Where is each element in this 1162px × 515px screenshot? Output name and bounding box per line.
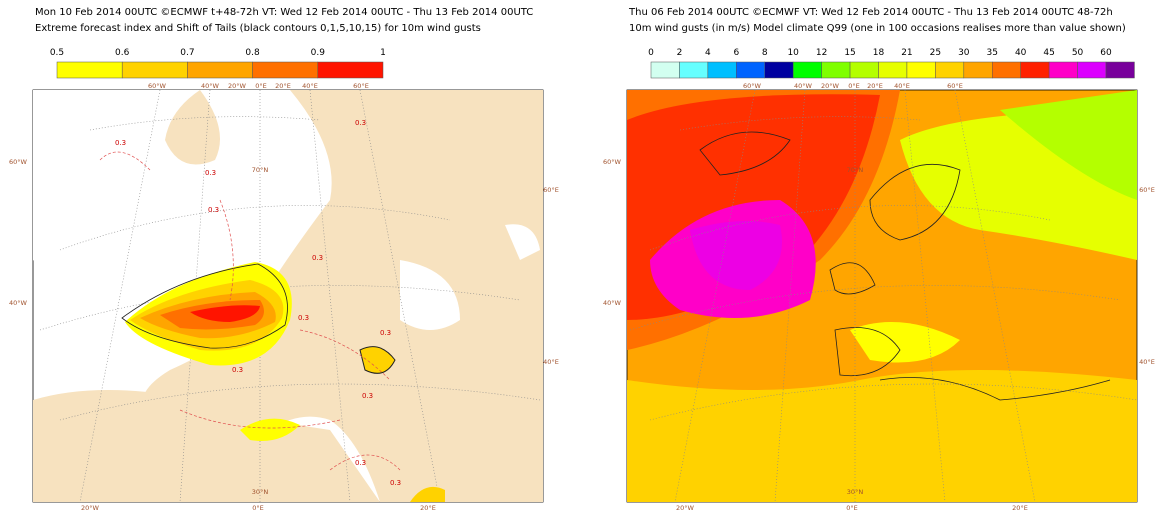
colorbar-label: 1: [380, 48, 386, 58]
colorbar-label: 6: [733, 48, 739, 58]
graticule-label: 20°W: [228, 82, 247, 90]
colorbar-label: 10: [787, 48, 799, 58]
contour-label: 0.3: [115, 139, 126, 147]
colorbar-label: 15: [844, 48, 855, 58]
colorbar: 0.5 0.6 0.7 0.8 0.9 1: [50, 48, 386, 79]
graticule-label: 20°W: [676, 504, 695, 512]
contour-label: 0.3: [355, 459, 366, 467]
colorbar-box: [707, 61, 737, 79]
colorbar-label: 21: [901, 48, 912, 58]
graticule-label: 0°E: [848, 82, 860, 90]
colorbar-box: [992, 61, 1021, 79]
title: Thu 06 Feb 2014 00UTC ©ECMWF VT: Wed 12 …: [628, 7, 1113, 18]
colorbar-box: [906, 61, 936, 79]
colorbar-box: [878, 61, 908, 79]
colorbar-box: [317, 61, 384, 79]
colorbar-box: [56, 61, 123, 79]
graticule-label: 40°E: [1139, 358, 1155, 366]
graticule-label: 40°W: [9, 299, 28, 307]
contour-label: 0.3: [380, 329, 391, 337]
graticule-label: 60°W: [603, 158, 622, 166]
colorbar-label: 25: [930, 48, 941, 58]
graticule-label: 70°N: [847, 166, 864, 174]
graticule-label: 40°E: [302, 82, 318, 90]
graticule-label: 40°W: [794, 82, 813, 90]
colorbar-box: [187, 61, 253, 79]
contour-label: 0.3: [298, 314, 309, 322]
graticule-label: 60°E: [353, 82, 369, 90]
colorbar-label: 50: [1072, 48, 1084, 58]
colorbar-box: [650, 61, 680, 79]
map: 60°W 40°W 20°W 0°E 20°E 40°E 60°E 60°W 4…: [603, 82, 1155, 512]
graticule-label: 40°W: [201, 82, 220, 90]
graticule-label: 0°E: [255, 82, 267, 90]
graticule-label: 0°E: [252, 504, 264, 512]
colorbar-box: [1077, 61, 1107, 79]
colorbar-label: 35: [987, 48, 998, 58]
colorbar-box: [935, 61, 965, 79]
contour-label: 0.3: [362, 392, 373, 400]
colorbar-label: 0.8: [245, 48, 260, 58]
colorbar-label: 12: [816, 48, 827, 58]
graticule-label: 20°W: [821, 82, 840, 90]
graticule-label: 20°E: [275, 82, 291, 90]
colorbar-label: 0.5: [50, 48, 64, 58]
subtitle: 10m wind gusts (in m/s) Model climate Q9…: [629, 23, 1126, 34]
graticule-label: 60°W: [9, 158, 28, 166]
graticule-label: 40°E: [894, 82, 910, 90]
colorbar-box: [736, 61, 765, 79]
colorbar-label: 60: [1100, 48, 1112, 58]
colorbar-box: [252, 61, 319, 79]
colorbar-box: [121, 61, 188, 79]
graticule-label: 60°E: [543, 186, 559, 194]
colorbar-label: 0: [648, 48, 654, 58]
graticule-label: 60°W: [148, 82, 167, 90]
contour-label: 0.3: [232, 366, 243, 374]
graticule-label: 40°E: [543, 358, 559, 366]
graticule-label: 60°W: [743, 82, 762, 90]
subtitle: Extreme forecast index and Shift of Tail…: [35, 23, 481, 34]
graticule-label: 60°E: [1139, 186, 1155, 194]
colorbar-box: [764, 61, 794, 79]
colorbar-box: [963, 61, 993, 79]
contour-label: 0.3: [312, 254, 323, 262]
contour-label: 0.3: [390, 479, 401, 487]
colorbar-label: 0.9: [311, 48, 326, 58]
colorbar-label: 30: [958, 48, 970, 58]
colorbar-label: 2: [677, 48, 683, 58]
colorbar-label: 45: [1043, 48, 1054, 58]
graticule-label: 20°E: [420, 504, 436, 512]
colorbar-label: 0.7: [180, 48, 194, 58]
colorbar-label: 8: [762, 48, 768, 58]
graticule-label: 70°N: [252, 166, 269, 174]
colorbar-label: 0.6: [115, 48, 130, 58]
graticule-label: 20°E: [867, 82, 883, 90]
colorbar-box: [1105, 61, 1135, 79]
title: Mon 10 Feb 2014 00UTC ©ECMWF t+48-72h VT…: [35, 7, 533, 18]
graticule-label: 0°E: [846, 504, 858, 512]
colorbar-box: [1020, 61, 1050, 79]
colorbar-label: 4: [705, 48, 711, 58]
colorbar-label: 40: [1015, 48, 1027, 58]
colorbar-box: [1048, 61, 1078, 79]
graticule-label: 20°E: [1012, 504, 1028, 512]
map: 60°W 40°W 20°W 0°E 20°E 40°E 60°E 60°W 4…: [9, 82, 559, 512]
colorbar-label: 18: [873, 48, 885, 58]
colorbar-box: [792, 61, 822, 79]
colorbar: 0 2 4 6 8 10 12 15 18 21 25 30 35 40 45 50 60: [648, 48, 1135, 79]
graticule-label: 30°N: [252, 488, 269, 496]
graticule-label: 40°W: [603, 299, 622, 307]
graticule-label: 20°W: [81, 504, 100, 512]
contour-label: 0.3: [208, 206, 219, 214]
colorbar-box: [821, 61, 851, 79]
graticule-label: 30°N: [847, 488, 864, 496]
contour-label: 0.3: [355, 119, 366, 127]
colorbar-box: [679, 61, 709, 79]
contour-label: 0.3: [205, 169, 216, 177]
colorbar-box: [849, 61, 879, 79]
graticule-label: 60°E: [947, 82, 963, 90]
